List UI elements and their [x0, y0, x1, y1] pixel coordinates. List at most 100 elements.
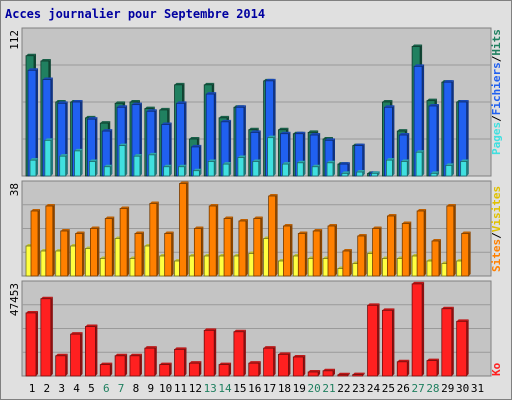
pages-bar-side	[451, 163, 454, 176]
legend-middle-part: Visites	[490, 186, 503, 232]
ko-bar-top	[40, 296, 53, 299]
fichiers-bar-top	[176, 101, 187, 104]
visites-bar-side	[97, 226, 100, 276]
pages-bar-top	[193, 168, 202, 171]
pages-bar-top	[30, 158, 38, 161]
day-label: 20	[308, 382, 321, 395]
visites-bar-top	[209, 204, 219, 206]
ko-bar-top	[456, 319, 469, 322]
visites-bar	[461, 233, 470, 277]
visites-bar-top	[461, 231, 471, 234]
day-label: 13	[204, 382, 217, 395]
visites-bar-top	[224, 216, 234, 219]
pages-bar-side	[422, 150, 425, 176]
pages-bar-side	[273, 135, 276, 176]
panel-1-ymax-label: 112	[8, 30, 21, 50]
legend-top-part: /	[490, 115, 503, 122]
ko-bar	[99, 364, 111, 377]
visites-bar-side	[141, 231, 144, 276]
ko-bar	[456, 320, 468, 377]
ko-bar-side	[333, 368, 335, 376]
visites-bar	[283, 225, 291, 277]
pages-bar-top	[119, 143, 128, 146]
day-label: 22	[337, 382, 350, 395]
ko-bar	[263, 347, 275, 377]
fichiers-bar-top	[206, 92, 217, 95]
pages-bar-side	[243, 155, 246, 176]
panel-3-ymax-label: 47453	[8, 283, 21, 316]
ko-bar-side	[392, 308, 395, 376]
day-label: 10	[159, 382, 172, 395]
pages-bar	[222, 163, 230, 177]
fichiers-bar-side	[362, 143, 365, 176]
ko-bar-side	[407, 359, 410, 376]
pages-bar-top	[44, 138, 53, 141]
fichiers-bar-top	[28, 68, 38, 71]
visites-bar-side	[290, 224, 293, 276]
day-label: 9	[147, 382, 154, 395]
pages-bar-side	[347, 171, 350, 176]
ko-bar-top	[441, 306, 454, 309]
ko-bar	[129, 355, 141, 377]
visites-bar	[45, 205, 54, 277]
ko-bar-side	[451, 306, 454, 376]
pages-bar	[118, 145, 126, 177]
fichiers-bar-top	[117, 105, 128, 108]
hits-bar-top	[204, 82, 215, 85]
pages-bar-top	[163, 164, 172, 167]
fichiers-bar-side	[466, 100, 469, 176]
visites-bar-side	[335, 224, 337, 276]
pages-bar	[400, 161, 408, 177]
visites-bar-top	[60, 229, 70, 231]
pages-bar-top	[386, 158, 395, 161]
pages-bar-side	[392, 158, 395, 176]
visites-bar-top	[417, 209, 427, 211]
pages-bar	[103, 166, 111, 177]
ko-bar	[411, 283, 423, 377]
visites-bar	[253, 218, 262, 277]
ko-bar-side	[243, 329, 246, 376]
hits-bar-top	[100, 121, 111, 124]
ko-bar-side	[50, 296, 53, 376]
fichiers-bar-side	[436, 103, 439, 176]
ko-bar-side	[65, 353, 68, 376]
ko-bar-top	[174, 347, 187, 350]
ko-bar	[174, 348, 185, 377]
hits-bar-top	[159, 107, 170, 110]
visites-bar	[446, 205, 455, 277]
fichiers-bar-top	[280, 131, 291, 134]
day-label: 21	[322, 382, 335, 395]
visites-bar-side	[201, 226, 204, 276]
hits-bar-top	[174, 82, 185, 85]
visites-bar-top	[179, 181, 189, 184]
day-label: 6	[103, 382, 110, 395]
pages-bar-top	[178, 164, 187, 167]
ko-bar-top	[233, 329, 246, 332]
pages-bar-top	[341, 171, 350, 174]
pages-bar-side	[318, 164, 321, 176]
ko-bar	[40, 298, 52, 377]
visites-bar-top	[342, 249, 352, 251]
ko-bar	[159, 364, 171, 377]
fichiers-bar-top	[235, 105, 246, 108]
ko-bar	[55, 355, 67, 377]
ko-bar	[426, 360, 438, 377]
visites-bar-side	[453, 204, 456, 276]
ko-bar-side	[422, 281, 425, 376]
visites-bar-top	[149, 201, 159, 204]
hits-bar-top	[144, 106, 155, 109]
visites-bar-side	[275, 194, 278, 276]
pages-bar	[460, 161, 468, 177]
pages-bar	[326, 162, 334, 177]
ko-bar	[233, 331, 245, 377]
visites-bar-top	[357, 234, 367, 236]
day-label: 26	[397, 382, 410, 395]
fichiers-bar-top	[191, 144, 202, 147]
ko-bar-top	[323, 368, 335, 371]
ko-bar	[278, 353, 289, 377]
pages-bar	[356, 171, 364, 177]
fichiers-bar-side	[36, 68, 38, 176]
ko-bar	[381, 309, 393, 377]
fichiers-bar-top	[72, 100, 83, 102]
ko-bar	[188, 362, 200, 377]
